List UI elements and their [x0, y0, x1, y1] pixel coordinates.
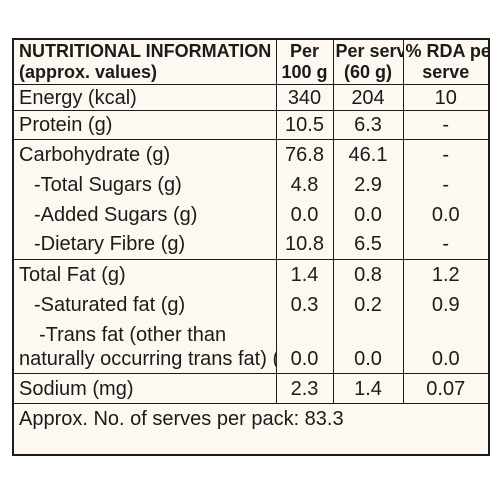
table-row: Sodium (mg) 2.3 1.4 0.07 [14, 373, 488, 404]
total-fat-per-100g: 1.4 [275, 259, 333, 290]
sodium-rda: 0.07 [402, 373, 488, 404]
row-label-protein: Protein (g) [14, 110, 276, 140]
energy-rda: 10 [402, 84, 488, 111]
title-line2: (approx. values) [19, 62, 158, 82]
serves-per-pack: Approx. No. of serves per pack: 83.3 [14, 403, 488, 434]
energy-per-serve: 204 [332, 84, 403, 111]
table-row: -Saturated fat (g) 0.3 0.2 0.9 [14, 289, 488, 320]
protein-per-serve: 6.3 [332, 110, 403, 140]
row-label-carbohydrate: Carbohydrate (g) [14, 139, 276, 170]
trans-fat-per-100g: 0.0 [275, 319, 333, 374]
row-label-sodium: Sodium (mg) [14, 373, 276, 404]
total-sugars-rda: - [402, 169, 488, 200]
table-row: -Trans fat (other than naturally occurri… [14, 319, 488, 374]
col-header-per-serve-line1: Per serve [335, 41, 404, 61]
total-fat-per-serve: 0.8 [332, 259, 403, 290]
table-row: -Added Sugars (g) 0.0 0.0 0.0 [14, 199, 488, 230]
carbohydrate-rda: - [402, 139, 488, 170]
protein-per-100g: 10.5 [275, 110, 333, 140]
col-header-per-100g-line1: Per [289, 41, 320, 61]
dietary-fibre-per-100g: 10.8 [275, 229, 333, 260]
row-label-added-sugars: -Added Sugars (g) [34, 203, 198, 226]
saturated-fat-rda: 0.9 [402, 289, 488, 320]
trans-fat-label-line2: naturally occurring trans fat) (g) [19, 348, 276, 370]
added-sugars-rda: 0.0 [402, 199, 488, 230]
total-sugars-per-serve: 2.9 [332, 169, 403, 200]
trans-fat-rda: 0.0 [402, 319, 488, 374]
added-sugars-per-100g: 0.0 [275, 199, 333, 230]
col-header-per-100g-line2: 100 g [281, 62, 328, 82]
row-label-total-sugars: -Total Sugars (g) [34, 173, 182, 196]
saturated-fat-per-serve: 0.2 [332, 289, 403, 320]
table-row: Energy (kcal) 340 204 10 [14, 84, 488, 111]
table-title: NUTRITIONAL INFORMATION (approx. values) [14, 40, 276, 85]
nutrition-table: NUTRITIONAL INFORMATION (approx. values)… [14, 40, 488, 434]
energy-per-100g: 340 [275, 84, 333, 111]
table-row: -Total Sugars (g) 4.8 2.9 - [14, 169, 488, 200]
table-row: Protein (g) 10.5 6.3 - [14, 110, 488, 140]
title-line1: NUTRITIONAL INFORMATION [19, 41, 272, 61]
sodium-per-100g: 2.3 [275, 373, 333, 404]
row-label-total-fat: Total Fat (g) [14, 259, 276, 290]
sodium-per-serve: 1.4 [332, 373, 403, 404]
table-row: Total Fat (g) 1.4 0.8 1.2 [14, 259, 488, 290]
row-label-energy: Energy (kcal) [14, 84, 276, 111]
col-header-per-100g: Per 100 g [275, 40, 333, 85]
trans-fat-label-line1: -Trans fat (other than [39, 324, 227, 346]
dietary-fibre-per-serve: 6.5 [332, 229, 403, 260]
header-row: NUTRITIONAL INFORMATION (approx. values)… [14, 40, 488, 85]
table-row: Carbohydrate (g) 76.8 46.1 - [14, 139, 488, 170]
total-sugars-per-100g: 4.8 [275, 169, 333, 200]
row-label-trans-fat: -Trans fat (other than naturally occurri… [14, 320, 276, 374]
total-fat-rda: 1.2 [402, 259, 488, 290]
carbohydrate-per-serve: 46.1 [332, 139, 403, 170]
col-header-per-serve-line2: (60 g) [343, 62, 392, 82]
row-label-saturated-fat: -Saturated fat (g) [34, 293, 186, 316]
col-header-rda: % RDA per serve [402, 40, 489, 85]
col-header-per-serve: Per serve (60 g) [332, 40, 404, 85]
protein-rda: - [402, 110, 488, 140]
added-sugars-per-serve: 0.0 [332, 199, 403, 230]
col-header-rda-line1: % RDA per [405, 41, 489, 61]
saturated-fat-per-100g: 0.3 [275, 289, 333, 320]
carbohydrate-per-100g: 76.8 [275, 139, 333, 170]
col-header-rda-line2: serve [422, 62, 470, 82]
footer-row: Approx. No. of serves per pack: 83.3 [14, 403, 488, 434]
table-row: -Dietary Fibre (g) 10.8 6.5 - [14, 229, 488, 260]
row-label-dietary-fibre: -Dietary Fibre (g) [34, 233, 186, 256]
nutrition-panel: NUTRITIONAL INFORMATION (approx. values)… [12, 38, 490, 456]
trans-fat-per-serve: 0.0 [332, 319, 403, 374]
dietary-fibre-rda: - [402, 229, 488, 260]
